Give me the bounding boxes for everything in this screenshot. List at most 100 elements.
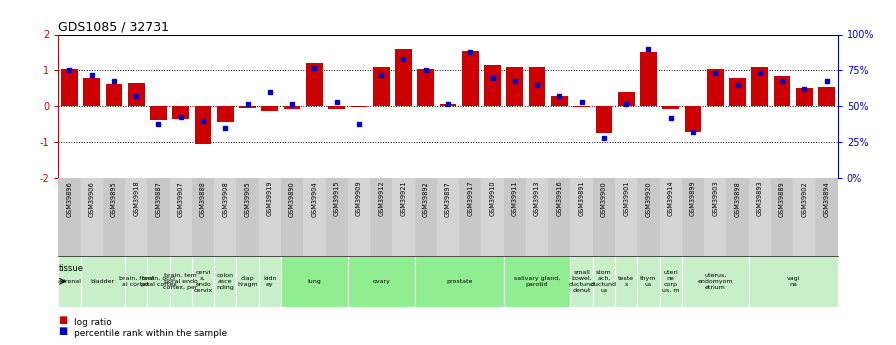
Text: GSM39896: GSM39896: [66, 181, 73, 217]
Bar: [704, 178, 727, 256]
Bar: [415, 178, 437, 256]
Text: GSM39905: GSM39905: [245, 181, 251, 217]
Text: log ratio: log ratio: [74, 318, 112, 327]
Text: GSM39912: GSM39912: [378, 181, 384, 216]
Text: GSM39897: GSM39897: [445, 181, 451, 217]
Text: GSM39890: GSM39890: [289, 181, 295, 217]
Bar: [58, 256, 81, 307]
Bar: [484, 65, 501, 107]
Text: GSM39919: GSM39919: [267, 181, 272, 216]
Bar: [284, 107, 300, 109]
Bar: [217, 107, 234, 122]
Text: GSM39899: GSM39899: [690, 181, 696, 216]
Text: GSM39903: GSM39903: [712, 181, 719, 216]
Bar: [81, 256, 125, 307]
Bar: [125, 178, 147, 256]
Bar: [637, 178, 659, 256]
Bar: [796, 89, 813, 107]
Bar: [615, 178, 637, 256]
Text: GSM39891: GSM39891: [579, 181, 584, 216]
Text: uteri
ne
corp
us, m: uteri ne corp us, m: [662, 270, 679, 293]
Text: GSM39910: GSM39910: [489, 181, 495, 216]
Text: teste
s: teste s: [618, 276, 634, 287]
Bar: [259, 178, 281, 256]
Text: ■: ■: [58, 326, 67, 336]
Bar: [593, 256, 615, 307]
Bar: [662, 107, 679, 109]
Text: percentile rank within the sample: percentile rank within the sample: [74, 329, 228, 338]
Bar: [58, 178, 81, 256]
Text: GSM39913: GSM39913: [534, 181, 540, 216]
Bar: [262, 107, 278, 111]
Bar: [395, 49, 412, 107]
Bar: [793, 178, 815, 256]
Text: GSM39908: GSM39908: [222, 181, 228, 217]
Bar: [192, 256, 214, 307]
Text: GSM39887: GSM39887: [156, 181, 161, 217]
Text: diap
hragm: diap hragm: [237, 276, 258, 287]
Bar: [348, 178, 370, 256]
Text: stom
ach,
ductund
us: stom ach, ductund us: [590, 270, 617, 293]
Text: ovary: ovary: [372, 279, 390, 284]
Text: GSM39917: GSM39917: [468, 181, 473, 216]
Text: GSM39894: GSM39894: [823, 181, 830, 217]
Bar: [571, 178, 593, 256]
Text: GSM39904: GSM39904: [312, 181, 317, 217]
Bar: [281, 256, 348, 307]
Text: GSM39902: GSM39902: [801, 181, 807, 217]
Bar: [214, 178, 237, 256]
Bar: [462, 51, 478, 107]
Bar: [194, 107, 211, 144]
Bar: [373, 67, 390, 107]
Text: GSM39909: GSM39909: [356, 181, 362, 216]
Bar: [727, 178, 749, 256]
Text: GSM39892: GSM39892: [423, 181, 428, 217]
Text: prostate: prostate: [446, 279, 472, 284]
Text: bladder: bladder: [90, 279, 115, 284]
Bar: [593, 178, 615, 256]
Bar: [348, 256, 415, 307]
Bar: [214, 256, 237, 307]
Bar: [571, 256, 593, 307]
Text: brain, tem
poral endo
cortex, per: brain, tem poral endo cortex, per: [163, 273, 198, 290]
Bar: [707, 69, 724, 107]
Text: GDS1085 / 32731: GDS1085 / 32731: [58, 20, 169, 33]
Bar: [506, 67, 523, 107]
Text: GSM39907: GSM39907: [177, 181, 184, 217]
Text: GSM39914: GSM39914: [668, 181, 674, 216]
Bar: [659, 178, 682, 256]
Text: GSM39893: GSM39893: [757, 181, 762, 216]
Text: GSM39918: GSM39918: [134, 181, 139, 216]
Bar: [147, 256, 169, 307]
Bar: [237, 178, 259, 256]
Bar: [771, 178, 793, 256]
Bar: [325, 178, 348, 256]
Bar: [415, 256, 504, 307]
Text: GSM39889: GSM39889: [780, 181, 785, 217]
Bar: [752, 67, 768, 107]
Bar: [682, 178, 704, 256]
Bar: [103, 178, 125, 256]
Bar: [128, 83, 144, 107]
Bar: [685, 107, 702, 132]
Text: brain, front
al cortex: brain, front al cortex: [118, 276, 154, 287]
Text: GSM39911: GSM39911: [512, 181, 518, 216]
Bar: [61, 69, 78, 107]
Bar: [418, 69, 434, 107]
Bar: [237, 256, 259, 307]
Bar: [147, 178, 169, 256]
Text: salivary gland,
parotid: salivary gland, parotid: [514, 276, 560, 287]
Bar: [529, 67, 546, 107]
Bar: [303, 178, 325, 256]
Text: GSM39915: GSM39915: [333, 181, 340, 216]
Text: vagi
na: vagi na: [787, 276, 800, 287]
Bar: [640, 52, 657, 107]
Text: lung: lung: [307, 279, 322, 284]
Bar: [239, 107, 256, 108]
Text: thym
us: thym us: [641, 276, 657, 287]
Bar: [749, 256, 838, 307]
Bar: [106, 84, 122, 107]
Bar: [729, 78, 745, 107]
Bar: [169, 256, 192, 307]
Bar: [637, 256, 659, 307]
